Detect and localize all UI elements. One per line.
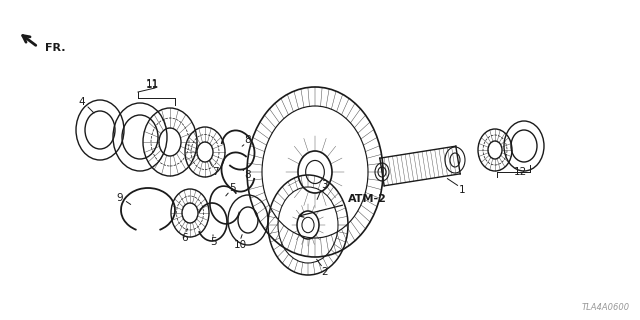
Text: 7: 7 [212, 167, 218, 177]
Text: FR.: FR. [45, 43, 65, 53]
Text: 12: 12 [513, 167, 527, 177]
Text: 2: 2 [322, 267, 328, 277]
Text: 5: 5 [210, 237, 216, 247]
Text: 11: 11 [145, 79, 159, 89]
Text: 9: 9 [116, 193, 124, 203]
Text: 10: 10 [234, 240, 246, 250]
Text: TLA4A0600: TLA4A0600 [582, 303, 630, 312]
Text: 5: 5 [228, 183, 236, 193]
Text: 11: 11 [145, 80, 159, 90]
Text: 3: 3 [321, 180, 327, 190]
Text: 8: 8 [244, 135, 252, 145]
Text: 6: 6 [182, 233, 188, 243]
Text: 8: 8 [244, 170, 252, 180]
Text: ATM-2: ATM-2 [299, 194, 387, 217]
Text: 4: 4 [79, 97, 85, 107]
Text: 1: 1 [459, 185, 465, 195]
